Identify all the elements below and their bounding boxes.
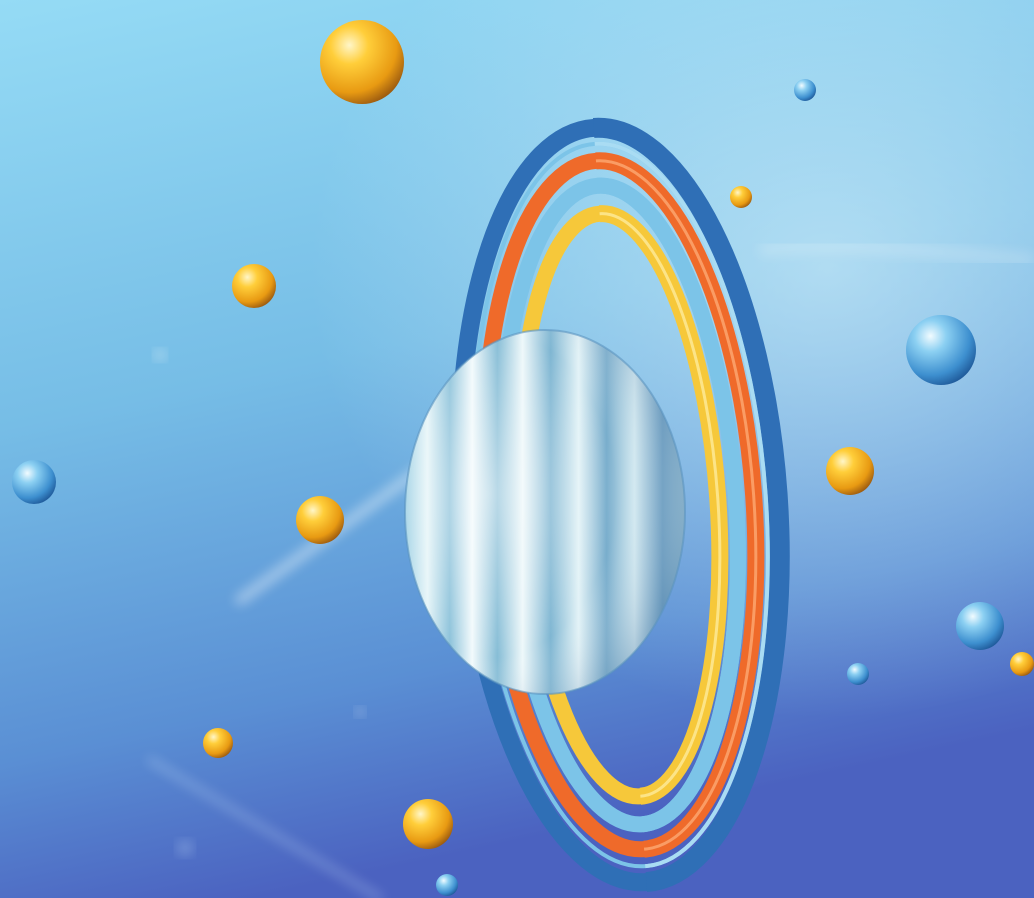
planet-rings-front: [592, 117, 790, 893]
gold-sphere: [296, 496, 344, 544]
blue-sphere: [794, 79, 816, 101]
gold-sphere: [403, 799, 453, 849]
gold-sphere: [320, 20, 404, 104]
gold-sphere: [1010, 652, 1034, 676]
blue-sphere: [906, 315, 976, 385]
floating-spheres: [12, 20, 1034, 896]
gold-sphere: [826, 447, 874, 495]
blue-sphere: [847, 663, 869, 685]
blue-sphere: [956, 602, 1004, 650]
blue-sphere: [12, 460, 56, 504]
gold-sphere: [730, 186, 752, 208]
gold-sphere: [232, 264, 276, 308]
gold-sphere: [203, 728, 233, 758]
blue-sphere: [436, 874, 458, 896]
planet-body: [404, 329, 686, 695]
